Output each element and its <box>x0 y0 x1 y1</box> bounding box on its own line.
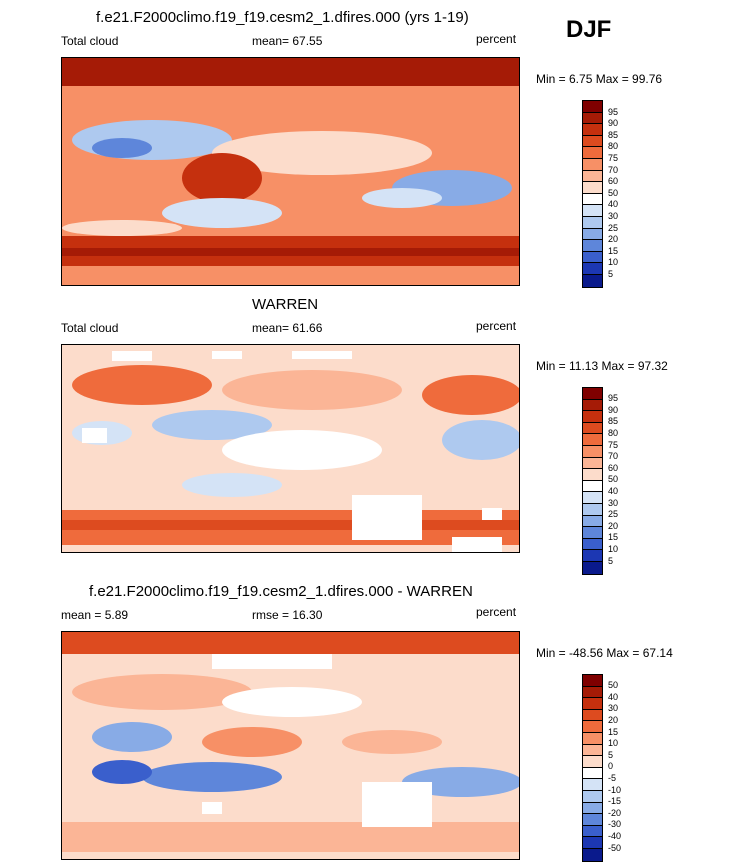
panel-2-units: percent <box>476 319 517 333</box>
season-label: DJF <box>566 16 612 43</box>
panel-1-colorbar <box>582 100 603 288</box>
panel-3-tick: 10 <box>608 738 619 748</box>
panel-1-tick: 80 <box>608 141 619 151</box>
panel-2-title: WARREN <box>252 296 319 313</box>
panel-1-left-label: Total cloud <box>61 34 119 48</box>
panel-2-map <box>61 344 520 553</box>
panel-1-tick: 85 <box>608 130 619 140</box>
panel-3-field <box>62 632 519 859</box>
panel-3-map <box>61 631 520 860</box>
panel-3-tick: -15 <box>608 796 622 806</box>
panel-1-units: percent <box>476 32 517 46</box>
panel-3-tick: 40 <box>608 692 619 702</box>
panel-2-tick: 70 <box>608 451 619 461</box>
panel-1-tick: 30 <box>608 211 619 221</box>
panel-1-tick: 95 <box>608 107 619 117</box>
panel-3-rmse: rmse = 16.30 <box>252 608 323 622</box>
panel-3-tick: 50 <box>608 680 619 690</box>
panel-1-title: f.e21.F2000climo.f19_f19.cesm2_1.dfires.… <box>96 9 469 26</box>
panel-3-title: f.e21.F2000climo.f19_f19.cesm2_1.dfires.… <box>89 583 473 600</box>
panel-2-tick: 90 <box>608 405 619 415</box>
panel-1-tick: 25 <box>608 223 619 233</box>
panel-2-tick: 95 <box>608 393 619 403</box>
panel-1-tick: 60 <box>608 176 619 186</box>
panel-1-tick: 15 <box>608 246 619 256</box>
panel-3-tick: 0 <box>608 761 614 771</box>
panel-2-left-label: Total cloud <box>61 321 119 335</box>
panel-2-tick: 5 <box>608 556 614 566</box>
panel-2-tick: 15 <box>608 532 619 542</box>
panel-2-tick: 75 <box>608 440 619 450</box>
panel-2-tick: 20 <box>608 521 619 531</box>
panel-2-tick: 25 <box>608 509 619 519</box>
panel-1-mean: mean= 67.55 <box>252 34 323 48</box>
panel-3-mean: mean = 5.89 <box>61 608 129 622</box>
panel-2-mean: mean= 61.66 <box>252 321 323 335</box>
panel-3-minmax: Min = -48.56 Max = 67.14 <box>536 646 673 660</box>
panel-2-tick: 50 <box>608 474 619 484</box>
panel-1-field <box>62 58 519 285</box>
panel-1-tick: 10 <box>608 257 619 267</box>
panel-2-tick: 80 <box>608 428 619 438</box>
panel-1-tick: 75 <box>608 153 619 163</box>
panel-1-tick: 90 <box>608 118 619 128</box>
panel-2-tick: 10 <box>608 544 619 554</box>
panel-3-tick: -50 <box>608 843 622 853</box>
panel-3-tick: 5 <box>608 750 614 760</box>
panel-1-tick: 70 <box>608 165 619 175</box>
panel-2-minmax: Min = 11.13 Max = 97.32 <box>536 359 668 373</box>
panel-3-tick: -30 <box>608 819 622 829</box>
panel-1-map <box>61 57 520 286</box>
panel-1-tick: 20 <box>608 234 619 244</box>
panel-1-tick: 50 <box>608 188 619 198</box>
panel-2-tick: 85 <box>608 416 619 426</box>
panel-3-tick: -20 <box>608 808 622 818</box>
panel-3-tick: -5 <box>608 773 617 783</box>
panel-2-tick: 60 <box>608 463 619 473</box>
panel-1-tick: 40 <box>608 199 619 209</box>
panel-3-tick: 20 <box>608 715 619 725</box>
panel-3-tick: 15 <box>608 727 619 737</box>
panel-2-field <box>62 345 519 552</box>
panel-3-tick: 30 <box>608 703 619 713</box>
panel-3-units: percent <box>476 605 517 619</box>
panel-3-tick: -10 <box>608 785 622 795</box>
panel-1-tick: 5 <box>608 269 614 279</box>
panel-2-colorbar <box>582 387 603 575</box>
panel-2-tick: 40 <box>608 486 619 496</box>
panel-3-colorbar <box>582 674 603 862</box>
panel-2-tick: 30 <box>608 498 619 508</box>
panel-3-tick: -40 <box>608 831 622 841</box>
panel-1-minmax: Min = 6.75 Max = 99.76 <box>536 72 663 86</box>
